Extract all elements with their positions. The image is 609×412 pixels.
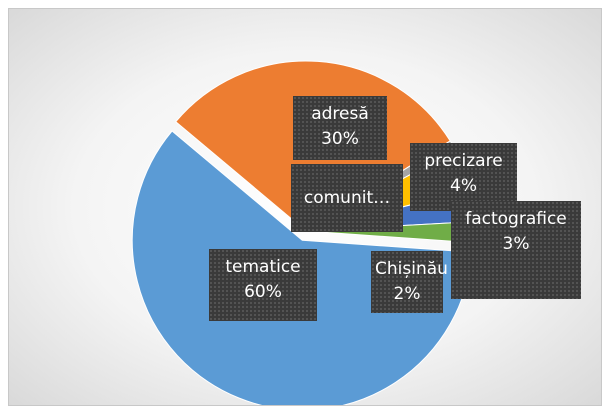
label-value: 2% bbox=[393, 284, 421, 304]
data-label: comunit… bbox=[291, 164, 403, 232]
data-label: factografice 3% bbox=[451, 201, 581, 299]
label-name: tematice bbox=[225, 257, 301, 277]
label-name: adresă bbox=[311, 104, 369, 124]
data-label: precizare 4% bbox=[410, 143, 517, 211]
data-label: Chișinău 2% bbox=[371, 251, 448, 313]
label-value: 60% bbox=[244, 282, 282, 302]
label-name: factografice bbox=[465, 209, 567, 229]
label-name: precizare bbox=[424, 151, 503, 171]
data-label: adresă 30% bbox=[293, 96, 387, 160]
label-name: comunit… bbox=[303, 188, 391, 208]
label-value: 30% bbox=[321, 129, 359, 149]
data-label: tematice 60% bbox=[209, 249, 317, 321]
label-name: Chișinău bbox=[375, 259, 448, 279]
label-value: 4% bbox=[450, 176, 477, 196]
label-value: 3% bbox=[502, 234, 530, 254]
chart-area: tematice 60% adresă 30% comunit… precizare 4% f… bbox=[8, 8, 602, 406]
